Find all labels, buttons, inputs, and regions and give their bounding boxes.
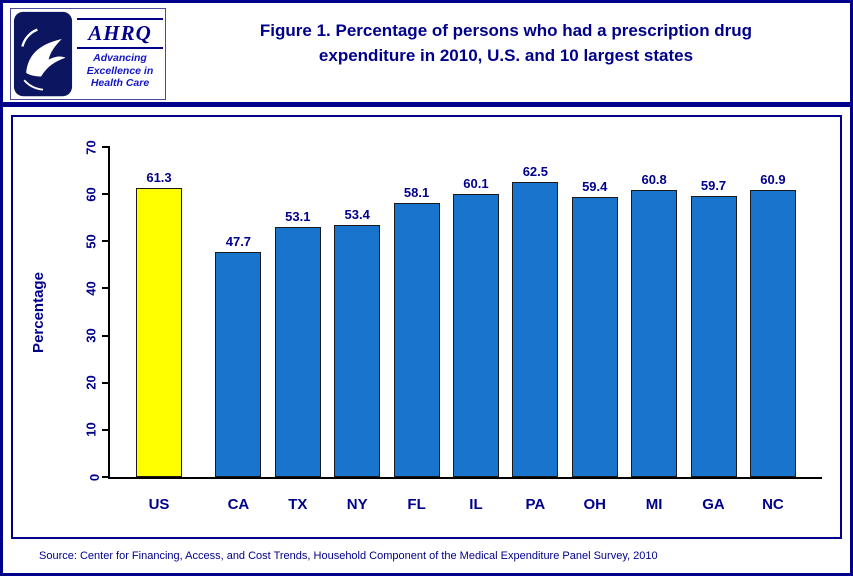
bar-group-oh: 59.4 OH <box>571 147 618 513</box>
bar-value-pa: 62.5 <box>522 164 548 180</box>
y-tick-50: 50 <box>60 231 110 251</box>
x-label-ga: GA <box>702 496 725 513</box>
y-tick-label-40: 40 <box>83 281 99 296</box>
bar-group-il: 60.1 IL <box>452 147 499 513</box>
bar-ca <box>215 252 262 477</box>
y-tick-mark <box>102 193 110 196</box>
bar-group-ca: 47.7 CA <box>215 147 262 513</box>
ahrq-tagline: Advancing Excellence in Health Care <box>86 52 154 90</box>
bar-oh <box>571 196 618 477</box>
bar-us <box>136 188 182 477</box>
plot-area: 61.3 US 47.7 CA 53.1 TX 53.4 NY 58.1 FL 60.1 IL 62.5… <box>83 140 822 513</box>
y-tick-mark <box>102 381 110 384</box>
bar-value-ca: 47.7 <box>225 234 252 250</box>
header-divider <box>3 102 850 107</box>
y-tick-mark <box>102 334 110 337</box>
bar-group-pa: 62.5 PA <box>512 147 559 513</box>
agency-logo-block: AHRQ Advancing Excellence in Health Care <box>10 8 166 100</box>
y-tick-label-20: 20 <box>83 375 99 390</box>
y-tick-60: 60 <box>60 184 110 204</box>
bar-value-mi: 60.8 <box>641 172 667 188</box>
y-tick-mark <box>102 240 110 243</box>
footer: Source: Center for Financing, Access, an… <box>3 541 850 571</box>
bar-group-nc: 60.9 NC <box>749 147 796 513</box>
y-tick-40: 40 <box>60 278 110 298</box>
chart-frame: Percentage 61.3 US 47.7 CA 53.1 TX 53.4 NY 58.1 F… <box>11 115 842 539</box>
bar-group-fl: 58.1 FL <box>393 147 440 513</box>
bar-value-oh: 59.4 <box>582 178 608 194</box>
y-tick-70: 70 <box>60 137 110 157</box>
y-axis-title-zone: Percentage <box>27 145 49 479</box>
bar-il <box>452 193 499 477</box>
bar-group-ga: 59.7 GA <box>690 147 737 513</box>
bar-value-fl: 58.1 <box>403 185 430 201</box>
x-label-il: IL <box>469 496 483 513</box>
x-label-pa: PA <box>525 496 546 513</box>
y-tick-label-10: 10 <box>83 422 99 438</box>
bar-value-ny: 53.4 <box>344 207 370 223</box>
y-tick-10: 10 <box>60 420 110 440</box>
x-label-ny: NY <box>346 496 368 513</box>
x-label-tx: TX <box>288 496 308 513</box>
y-tick-20: 20 <box>60 373 110 393</box>
bar-group-mi: 60.8 MI <box>631 147 678 513</box>
y-tick-label-70: 70 <box>83 139 99 155</box>
y-tick-label-0: 0 <box>86 473 102 481</box>
y-tick-0: 0 <box>60 467 110 487</box>
bar-pa <box>512 182 559 477</box>
y-tick-30: 30 <box>60 326 110 346</box>
x-label-us: US <box>148 496 170 513</box>
y-tick-label-60: 60 <box>83 186 99 202</box>
y-tick-mark <box>102 146 110 148</box>
bar-mi <box>631 190 678 477</box>
header: AHRQ Advancing Excellence in Health Care… <box>3 3 850 102</box>
figure-title: Figure 1. Percentage of persons who had … <box>259 21 753 65</box>
y-tick-mark <box>102 287 110 290</box>
bar-ny <box>334 225 381 477</box>
bar-group-us: 61.3 US <box>136 147 182 513</box>
bar-value-tx: 53.1 <box>285 208 311 224</box>
bar-value-il: 60.1 <box>463 175 489 191</box>
y-tick-label-30: 30 <box>83 328 99 343</box>
y-tick-mark <box>102 428 110 431</box>
bar-group-ny: 53.4 NY <box>334 147 381 513</box>
x-label-ca: CA <box>227 496 250 513</box>
bar-fl <box>393 203 440 477</box>
bar-nc <box>749 189 796 477</box>
bar-value-ga: 59.7 <box>700 177 727 193</box>
bar-group-tx: 53.1 TX <box>274 147 321 513</box>
bars-container: 61.3 US 47.7 CA 53.1 TX 53.4 NY 58.1 FL 60.1 IL 62.5… <box>110 147 822 513</box>
x-label-mi: MI <box>645 496 663 513</box>
bar-value-us: 61.3 <box>146 170 172 186</box>
x-label-fl: FL <box>407 496 426 513</box>
source-note: Source: Center for Financing, Access, an… <box>39 550 658 562</box>
title-area: Figure 1. Percentage of persons who had … <box>178 3 834 68</box>
y-tick-mark <box>102 476 110 478</box>
x-label-oh: OH <box>583 496 606 513</box>
ahrq-logo: AHRQ Advancing Excellence in Health Care <box>77 18 163 90</box>
y-tick-label-50: 50 <box>83 234 99 249</box>
y-axis-title: Percentage <box>29 271 47 353</box>
hhs-eagle-icon <box>13 11 73 97</box>
bar-value-nc: 60.9 <box>760 171 786 187</box>
bar-tx <box>274 226 321 477</box>
x-label-nc: NC <box>762 496 784 513</box>
ahrq-wordmark: AHRQ <box>77 18 163 50</box>
bar-ga <box>690 195 737 477</box>
